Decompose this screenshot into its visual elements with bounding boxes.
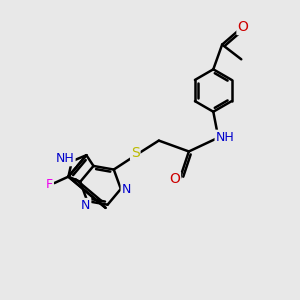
- Text: NH: NH: [56, 152, 75, 165]
- Text: N: N: [122, 183, 131, 196]
- Text: F: F: [46, 178, 53, 191]
- Text: O: O: [237, 20, 248, 34]
- Text: O: O: [169, 172, 180, 186]
- Text: S: S: [131, 146, 140, 160]
- Text: NH: NH: [215, 130, 234, 143]
- Text: N: N: [81, 199, 91, 212]
